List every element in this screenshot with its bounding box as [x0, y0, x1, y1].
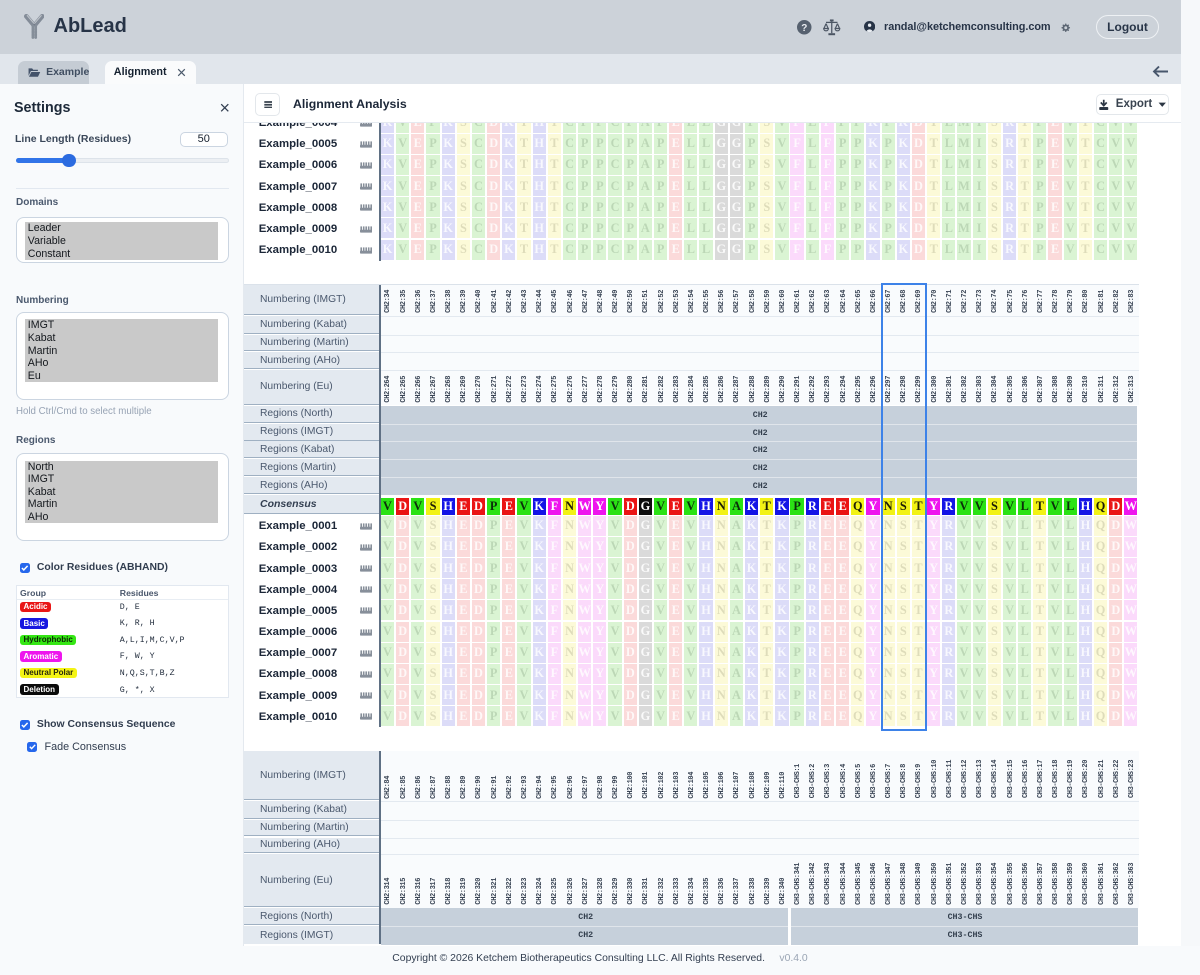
svg-text:?: ? [801, 23, 807, 34]
